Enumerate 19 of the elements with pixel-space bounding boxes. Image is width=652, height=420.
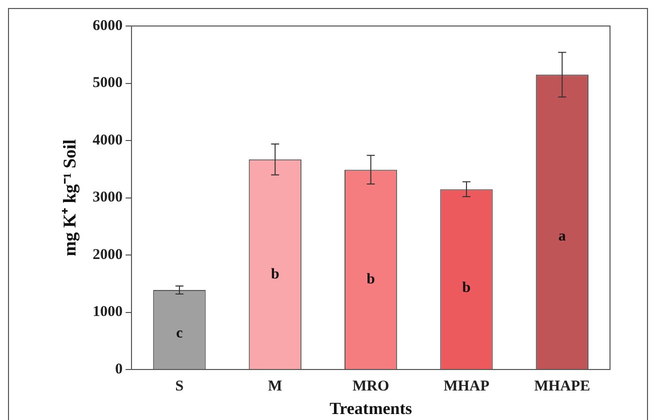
y-tick-label: 6000 [92,18,123,34]
x-axis-title: Treatments [330,399,412,418]
annotation: b [462,280,471,296]
y-tick-label: 5000 [92,75,123,92]
x-tick-label: S [175,378,184,394]
annotation: a [558,228,566,244]
y-tick-label: 0 [115,361,123,378]
y-axis-title: mg K⁺ kg⁻¹ Soil [59,139,80,256]
x-tick-label: MHAPE [534,378,590,394]
annotation: b [270,266,280,283]
annotation: b [366,271,375,288]
annotation: c [176,325,184,342]
x-tick-label: M [268,378,282,394]
x-tick-label: MRO [352,378,390,394]
y-tick-label: 2000 [92,246,123,263]
y-tick-label: 1000 [92,304,123,320]
y-tick-label: 4000 [92,132,123,148]
x-tick-label: MHAP [444,378,490,394]
y-tick-label: 3000 [92,190,123,206]
